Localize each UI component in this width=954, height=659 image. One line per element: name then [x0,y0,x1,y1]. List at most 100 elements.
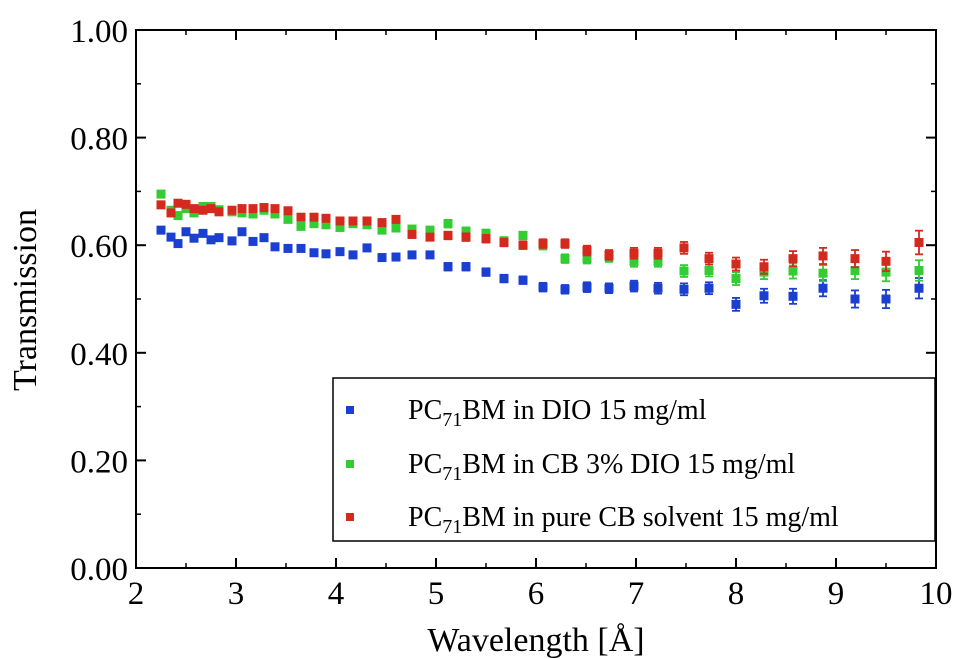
data-point [248,236,258,246]
data-point [679,284,689,294]
data-point [461,262,471,272]
data-point [335,247,345,257]
data-point [335,216,345,226]
axes [135,29,937,569]
data-point [198,228,208,238]
data-point [850,265,860,275]
x-tick-label: 3 [228,576,245,612]
data-point [499,238,509,248]
data-point [850,254,860,264]
y-tick-label: 0.00 [70,552,128,588]
data-point [173,198,183,208]
data-point [407,250,417,260]
data-point [309,248,319,258]
data-point [788,266,798,276]
data-point [629,281,639,291]
data-point [914,265,924,275]
data-point [227,205,237,215]
series-3 [156,198,924,275]
x-tick-label: 10 [920,576,953,612]
data-point [653,248,663,258]
y-tick-label: 0.20 [70,444,128,480]
data-point [283,206,293,216]
data-point [391,252,401,262]
data-point [914,238,924,248]
data-point [283,243,293,253]
data-point [189,233,199,243]
data-point [704,254,714,264]
data-point [759,291,769,301]
data-point [881,267,891,277]
data-point [629,256,639,266]
data-point [189,204,199,214]
data-point [270,209,280,219]
data-point [850,294,860,304]
data-point [518,275,528,285]
plot-marks [156,189,924,312]
data-point [296,243,306,253]
data-point [206,204,216,214]
data-point [425,232,435,242]
data-point [166,232,176,242]
x-axis-title: Wavelength [Å] [427,622,644,659]
data-point [461,232,471,242]
x-tick-label: 8 [728,576,745,612]
x-tick-label: 2 [128,576,145,612]
series-2 [156,189,924,286]
data-point [538,239,548,249]
data-point [560,284,570,294]
data-point [461,226,471,236]
data-point [296,221,306,231]
data-point [348,216,358,226]
legend: PC71BM in DIO 15 mg/ml PC71BM in CB 3% DI… [332,377,936,542]
data-point [582,246,592,256]
data-point [259,203,269,213]
data-point [296,212,306,222]
data-point [788,254,798,264]
data-point [377,253,387,263]
y-tick-label: 0.80 [70,122,128,158]
data-point [604,250,614,260]
data-point [538,282,548,292]
data-point [214,207,224,217]
data-point [914,283,924,293]
x-tick-label: 5 [428,576,445,612]
data-point [881,294,891,304]
data-point [377,225,387,235]
legend-label: PC71BM in CB 3% DIO 15 mg/ml [408,449,795,485]
data-point [321,220,331,230]
data-point [362,243,372,253]
data-point [181,227,191,237]
data-point [156,200,166,210]
data-point [270,242,280,252]
data-point [425,225,435,235]
data-point [377,218,387,228]
x-tick-label: 6 [528,576,545,612]
y-tick-label: 1.00 [70,14,128,50]
data-point [518,231,528,241]
data-point [560,254,570,264]
legend-marker [346,460,354,468]
data-point [788,291,798,301]
tick-labels: 2 3 4 5 6 7 8 9 10 0.00 0.20 0.40 0.60 0.80 1.00 [70,14,952,612]
data-point [679,266,689,276]
data-point [391,214,401,224]
data-point [818,283,828,293]
data-point [237,227,247,237]
data-point [481,267,491,277]
data-point [653,256,663,266]
data-point [679,243,689,253]
data-point [173,239,183,249]
x-tick-label: 4 [328,576,345,612]
data-point [818,268,828,278]
data-point [481,228,491,238]
legend-label: PC71BM in pure CB solvent 15 mg/ml [408,502,839,538]
data-point [759,262,769,272]
data-point [391,223,401,233]
data-point [166,208,176,218]
data-point [248,209,258,219]
data-point [881,256,891,266]
data-point [156,225,166,235]
data-point [443,219,453,229]
